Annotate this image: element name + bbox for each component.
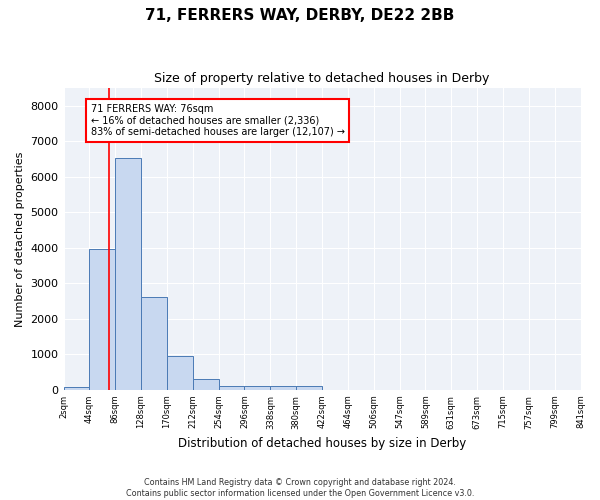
Text: Contains HM Land Registry data © Crown copyright and database right 2024.
Contai: Contains HM Land Registry data © Crown c…: [126, 478, 474, 498]
Bar: [64, 387, 89, 390]
Bar: [244, 386, 271, 390]
Bar: [296, 386, 322, 390]
Bar: [115, 158, 141, 390]
Bar: [167, 356, 193, 390]
Y-axis label: Number of detached properties: Number of detached properties: [15, 151, 25, 326]
Bar: [271, 386, 296, 390]
Text: 71, FERRERS WAY, DERBY, DE22 2BB: 71, FERRERS WAY, DERBY, DE22 2BB: [145, 8, 455, 22]
Bar: [89, 248, 115, 390]
Title: Size of property relative to detached houses in Derby: Size of property relative to detached ho…: [154, 72, 490, 86]
Bar: [193, 379, 218, 390]
Text: 71 FERRERS WAY: 76sqm
← 16% of detached houses are smaller (2,336)
83% of semi-d: 71 FERRERS WAY: 76sqm ← 16% of detached …: [91, 104, 344, 137]
Bar: [141, 297, 167, 390]
X-axis label: Distribution of detached houses by size in Derby: Distribution of detached houses by size …: [178, 437, 466, 450]
Bar: [218, 386, 244, 390]
